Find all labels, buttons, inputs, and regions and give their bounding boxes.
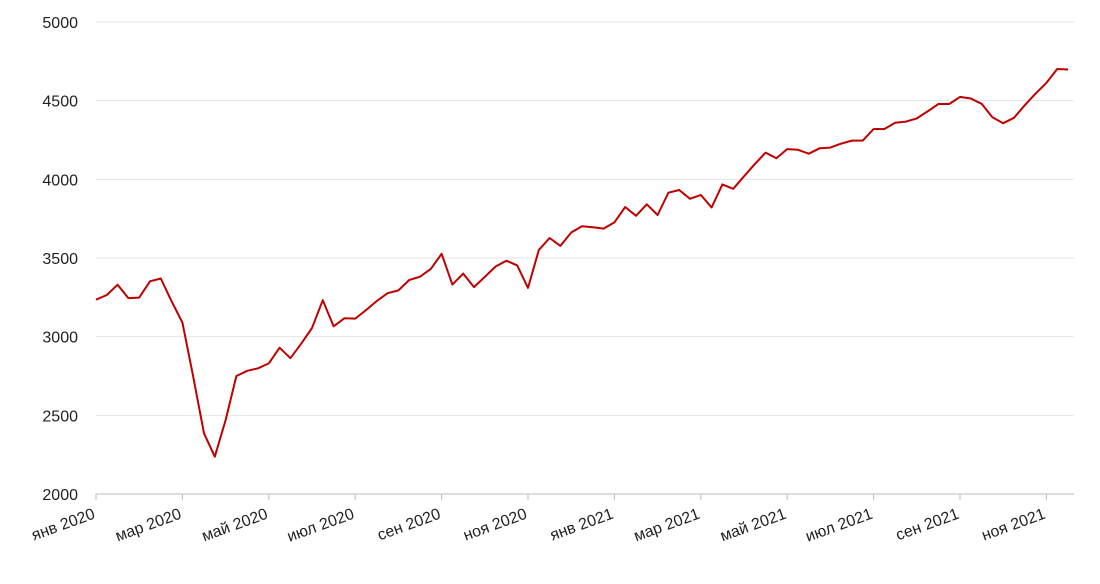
y-tick-label: 3000 xyxy=(42,330,78,347)
x-tick-label: мар 2021 xyxy=(632,506,703,546)
x-tick-label: ноя 2021 xyxy=(980,506,1048,545)
y-tick-label: 5000 xyxy=(42,15,78,32)
y-tick-label: 3500 xyxy=(42,251,78,268)
x-tick-label: май 2020 xyxy=(200,506,271,546)
y-tick-label: 4500 xyxy=(42,94,78,111)
x-tick-label: сен 2020 xyxy=(375,506,443,545)
y-tick-label: 2500 xyxy=(42,408,78,425)
x-tick-label: янв 2021 xyxy=(548,506,616,545)
x-tick-label: май 2021 xyxy=(718,506,789,546)
x-tick-label: мар 2020 xyxy=(113,506,184,546)
y-tick-label: 2000 xyxy=(42,487,78,504)
x-tick-label: июл 2020 xyxy=(285,506,357,546)
y-tick-label: 4000 xyxy=(42,172,78,189)
price-line xyxy=(95,68,1069,458)
x-tick-label: июл 2021 xyxy=(803,506,875,546)
x-tick-label: сен 2021 xyxy=(894,506,962,545)
x-tick-label: янв 2020 xyxy=(29,506,97,545)
x-tick-label: ноя 2020 xyxy=(461,506,529,545)
